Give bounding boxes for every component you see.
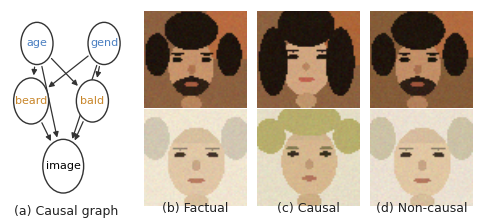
Circle shape (14, 78, 49, 124)
Text: (a) Causal graph: (a) Causal graph (15, 204, 119, 217)
Text: (b) Factual: (b) Factual (162, 202, 228, 215)
Text: age: age (26, 38, 47, 48)
Circle shape (88, 22, 120, 64)
Text: image: image (46, 161, 81, 171)
Circle shape (21, 22, 53, 64)
Circle shape (76, 80, 108, 122)
Text: beard: beard (15, 96, 47, 106)
Text: (c) Causal: (c) Causal (277, 202, 340, 215)
Text: gend: gend (90, 38, 118, 48)
Circle shape (43, 139, 83, 193)
Text: bald: bald (81, 96, 104, 106)
Text: (d) Non-causal: (d) Non-causal (376, 202, 468, 215)
